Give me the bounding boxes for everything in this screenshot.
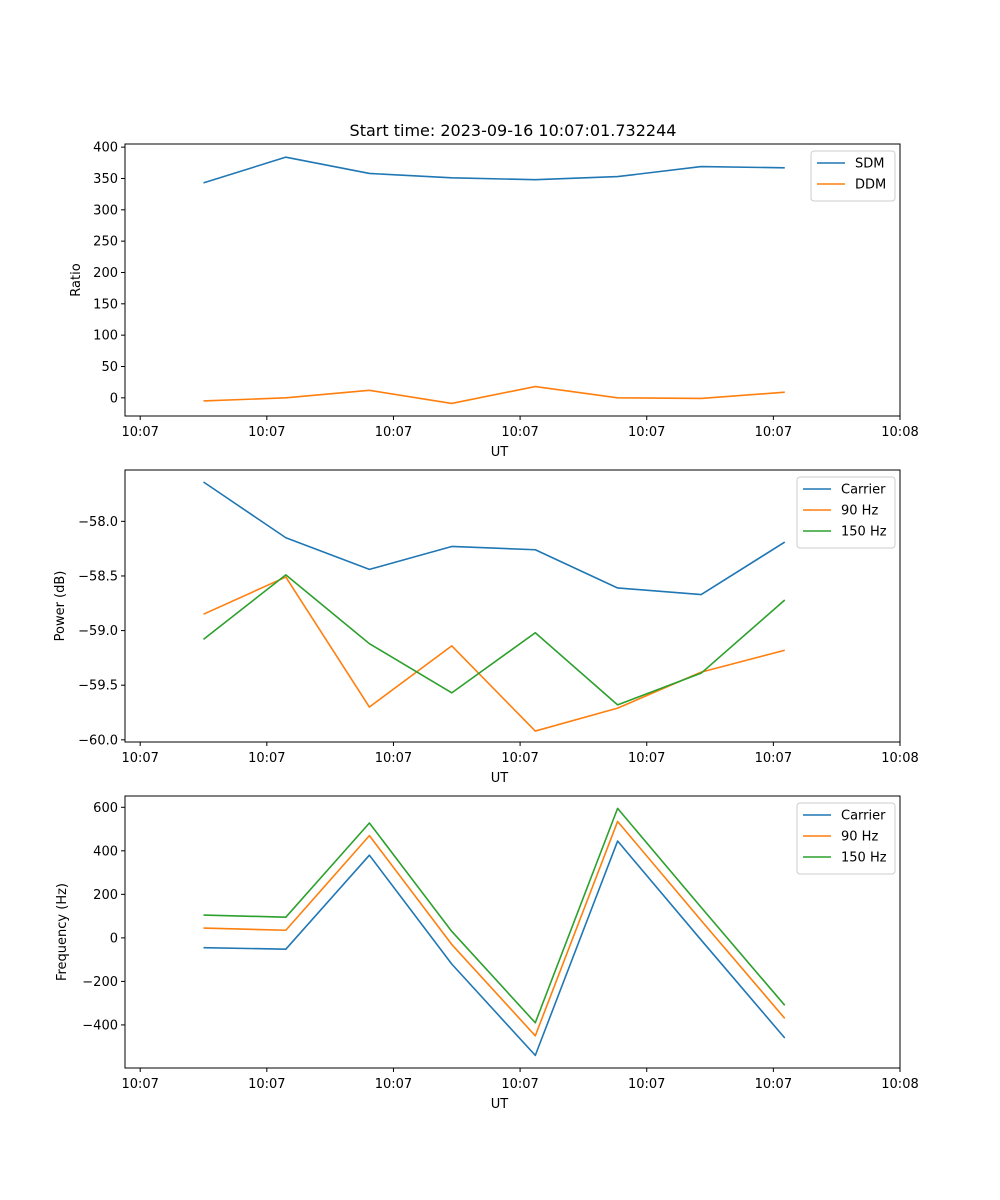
series-line-ddm [203, 385, 785, 405]
x-tick-label: 10:07 [755, 425, 792, 440]
x-tick-label-end: 10:08 [881, 1077, 918, 1092]
y-tick-label: 200 [93, 266, 118, 281]
y-tick-label: 100 [93, 329, 118, 344]
chart-panel-2: 10:07 10:07 10:07 10:07 10:07 10:07 10:08 −60.0… [53, 469, 919, 786]
chart-panel-1: 10:07 10:07 10:07 10:07 10:07 10:07 10:08 0 50 10… [69, 141, 919, 460]
series-line-carrier [203, 481, 786, 596]
y-tick-label: −200 [82, 975, 118, 990]
x-tick-label: 10:07 [755, 751, 792, 766]
y-tick-label: −60.0 [78, 733, 118, 748]
x-axis-ticks: 10:07 10:07 10:07 10:07 10:07 10:07 10:08 [121, 1068, 919, 1092]
y-tick-label: 200 [93, 888, 118, 903]
y-axis-ticks: −400 −200 0 200 400 600 [82, 801, 125, 1033]
x-tick-label: 10:07 [501, 1077, 538, 1092]
y-tick-label: 0 [110, 931, 118, 946]
y-tick-label: 0 [110, 391, 118, 406]
y-tick-label: −59.5 [78, 679, 118, 694]
y-tick-label: −59.0 [78, 624, 118, 639]
chart-panels: 10:07 10:07 10:07 10:07 10:07 10:07 10:08 0 50 10… [53, 141, 919, 1112]
series-line-carrier [203, 840, 786, 1057]
series-lines [203, 156, 785, 405]
x-tick-label: 10:07 [755, 1077, 792, 1092]
x-tick-label: 10:07 [375, 751, 412, 766]
x-tick-label: 10:07 [248, 751, 285, 766]
legend-label: 90 Hz [841, 504, 878, 519]
x-tick-label: 10:07 [628, 425, 665, 440]
legend-label: DDM [855, 178, 886, 193]
legend: Carrier 90 Hz 150 Hz [796, 802, 896, 875]
legend-label: 90 Hz [841, 830, 878, 845]
series-lines [203, 481, 786, 732]
y-axis-ticks: 0 50 100 150 200 250 300 350 400 [93, 141, 125, 406]
y-tick-label: −400 [82, 1018, 118, 1033]
plot-frame [124, 143, 901, 417]
x-tick-label-end: 10:08 [881, 751, 918, 766]
chart-panel-3: 10:07 10:07 10:07 10:07 10:07 10:07 10:08−400−… [55, 795, 919, 1112]
y-axis-label: Power (dB) [53, 571, 68, 642]
y-tick-label: 400 [93, 141, 118, 156]
x-tick-label: 10:07 [628, 751, 665, 766]
y-tick-label: 300 [93, 203, 118, 218]
x-tick-label: 10:07 [375, 1077, 412, 1092]
y-tick-label: −58.0 [78, 515, 118, 530]
series-line-90-hz [203, 820, 786, 1037]
legend: Carrier 90 Hz 150 Hz [796, 476, 896, 549]
series-lines [203, 807, 786, 1057]
series-line-sdm [203, 156, 785, 184]
legend: SDM DDM [810, 150, 896, 202]
y-tick-label: 50 [101, 360, 118, 375]
x-tick-label-end: 10:08 [881, 425, 918, 440]
x-tick-label: 10:07 [121, 425, 158, 440]
legend-label: 150 Hz [841, 525, 887, 540]
series-line-150-hz [203, 807, 786, 1024]
legend-label: Carrier [841, 809, 886, 824]
y-axis-label: Ratio [69, 263, 84, 296]
x-tick-label: 10:07 [501, 751, 538, 766]
x-tick-label: 10:07 [121, 751, 158, 766]
y-axis-label: Frequency (Hz) [55, 883, 70, 981]
x-axis-label: UT [491, 445, 509, 460]
legend-label: Carrier [841, 483, 886, 498]
plot-frame [124, 469, 901, 743]
y-tick-label: 350 [93, 172, 118, 187]
x-tick-label: 10:07 [501, 425, 538, 440]
y-axis-ticks: −60.0 −59.5 −59.0 −58.5 −58.0 [78, 515, 125, 748]
x-tick-label: 10:07 [121, 1077, 158, 1092]
x-tick-label: 10:07 [375, 425, 412, 440]
y-tick-label: 150 [93, 297, 118, 312]
x-axis-ticks: 10:07 10:07 10:07 10:07 10:07 10:07 10:08 [121, 742, 919, 766]
x-axis-label: UT [491, 1097, 509, 1112]
y-tick-label: −58.5 [78, 569, 118, 584]
x-tick-label: 10:07 [628, 1077, 665, 1092]
x-tick-label: 10:07 [248, 1077, 285, 1092]
figure-title: Start time: 2023-09-16 10:07:01.732244 [350, 121, 677, 140]
legend-label: SDM [855, 157, 884, 172]
x-axis-ticks: 10:07 10:07 10:07 10:07 10:07 10:07 10:08 [121, 416, 919, 440]
x-tick-label: 10:07 [248, 425, 285, 440]
series-line-150-hz [203, 574, 786, 706]
legend-label: 150 Hz [841, 851, 887, 866]
plot-frame [124, 795, 901, 1069]
y-tick-label: 400 [93, 844, 118, 859]
x-axis-label: UT [491, 771, 509, 786]
y-tick-label: 600 [93, 801, 118, 816]
y-tick-label: 250 [93, 235, 118, 250]
